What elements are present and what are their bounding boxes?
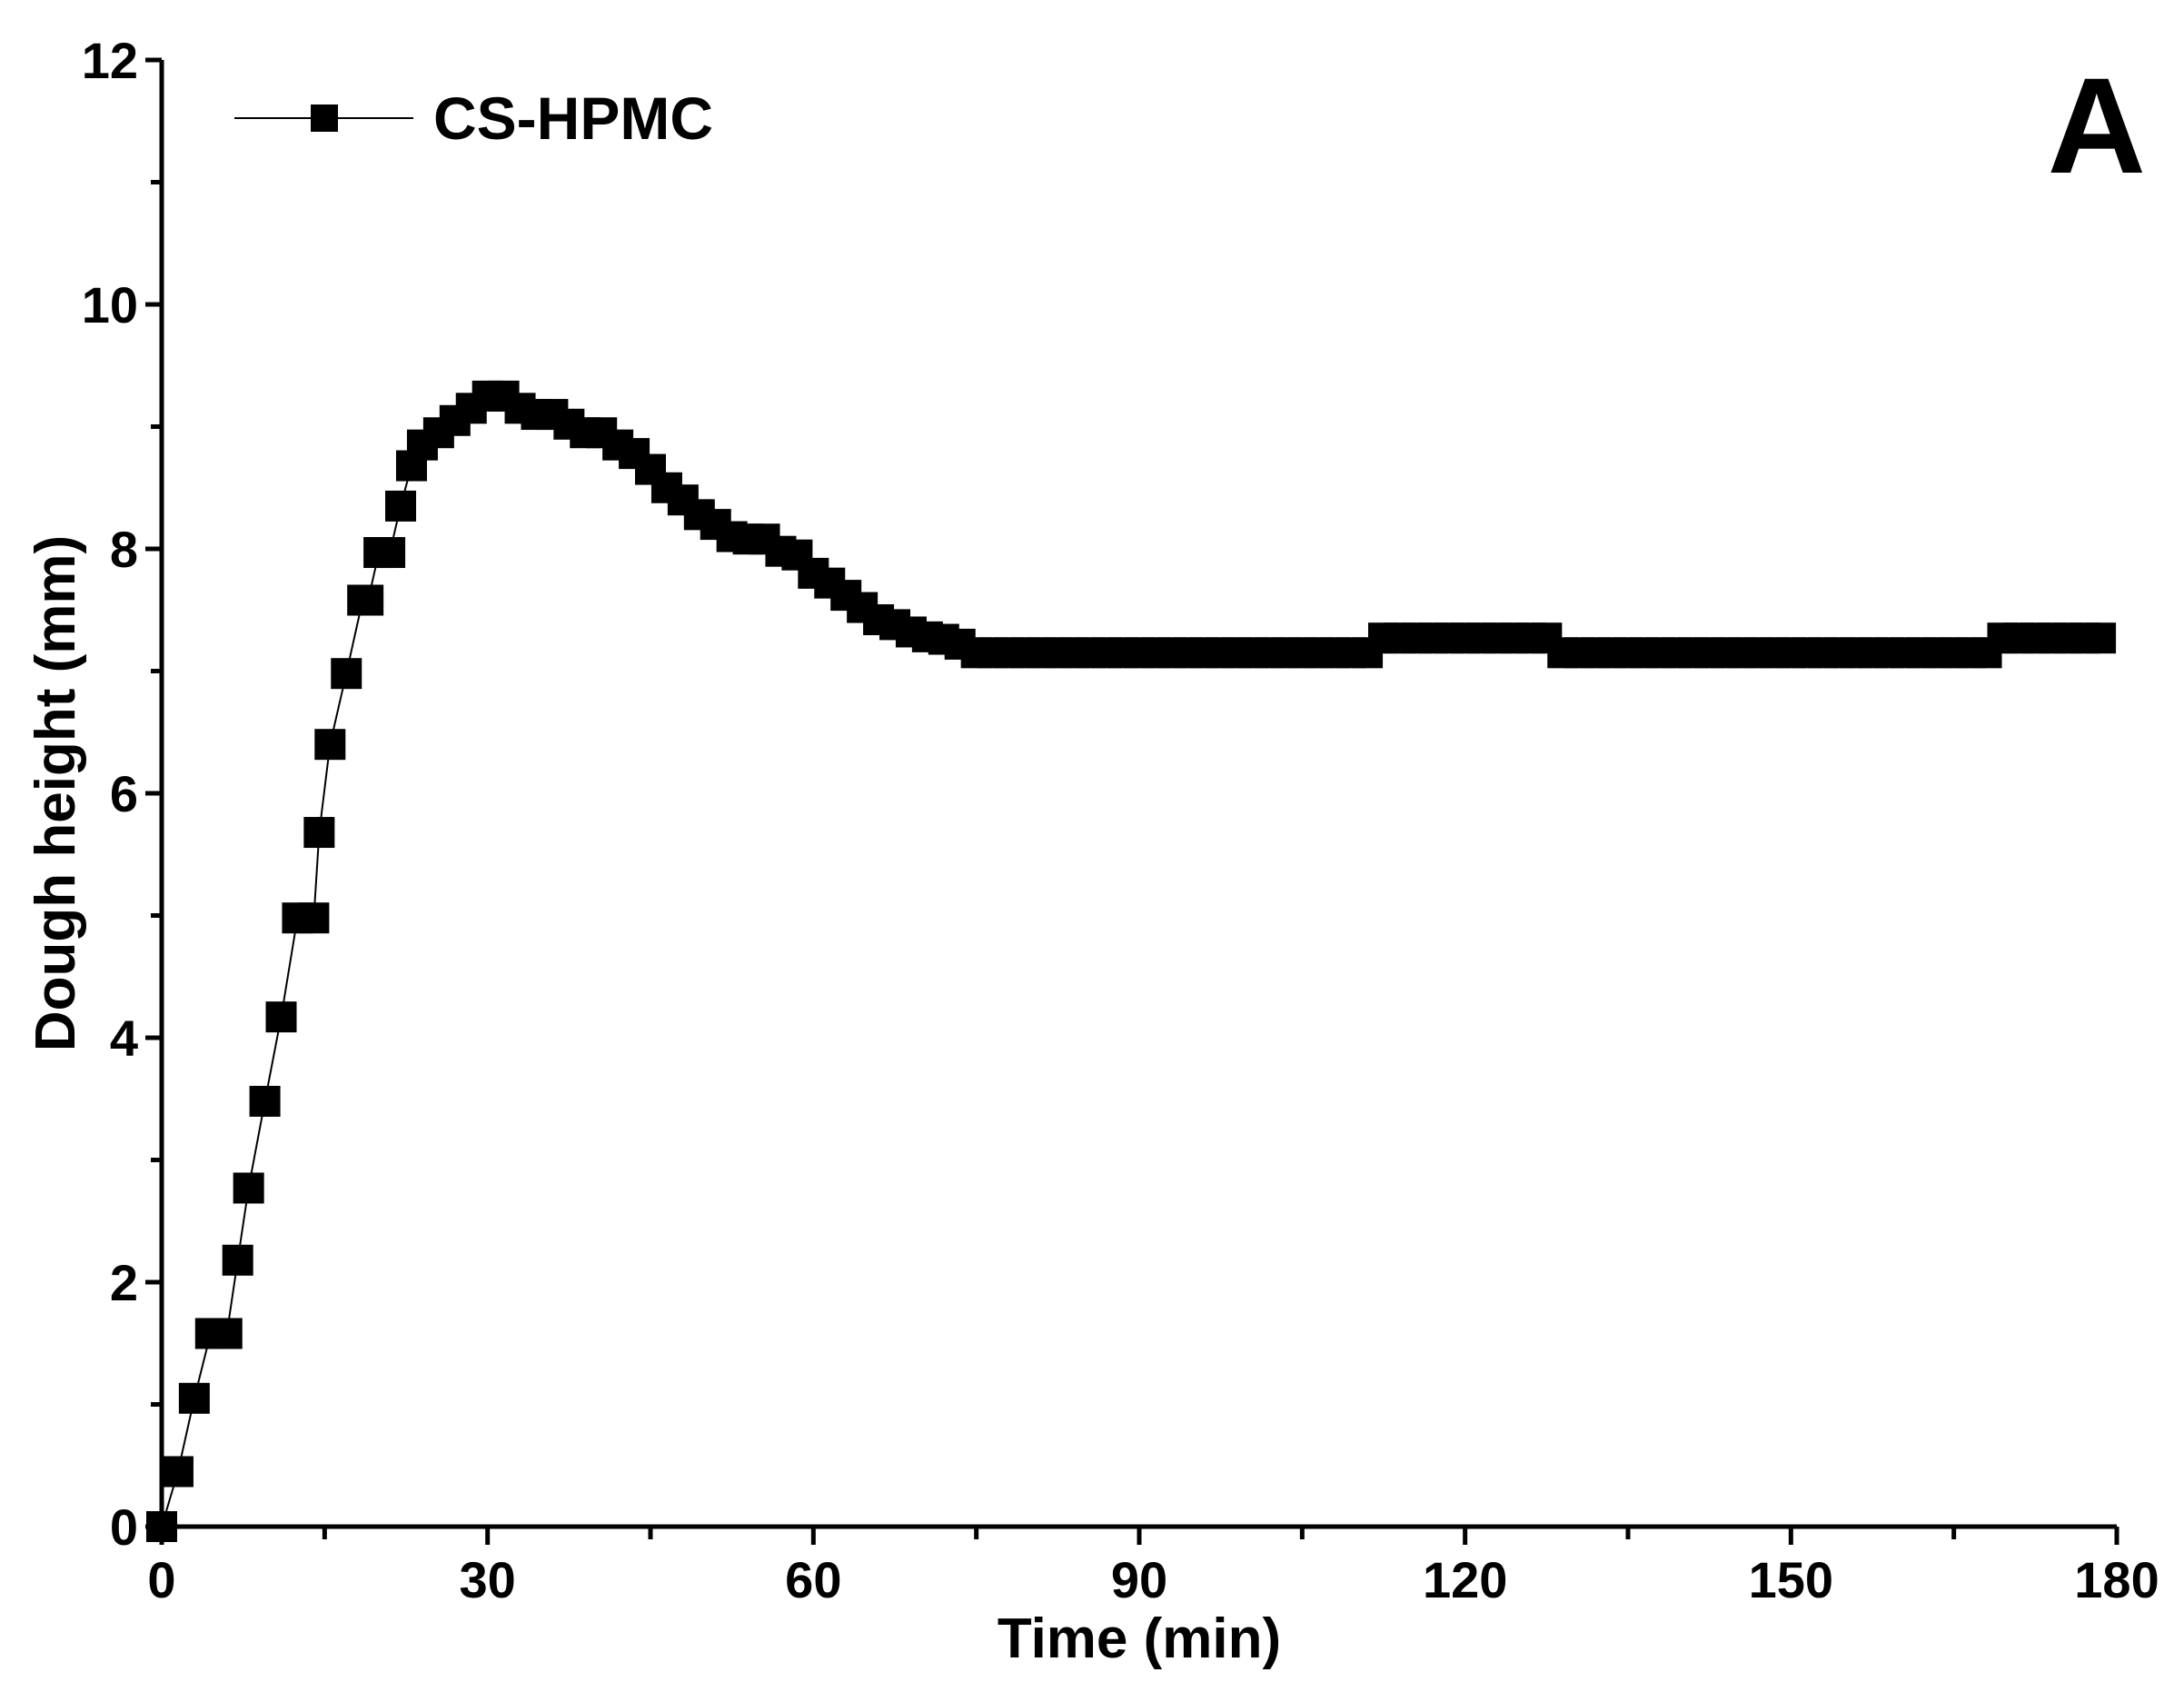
data-point-marker bbox=[2085, 622, 2117, 654]
data-point-marker bbox=[374, 537, 406, 569]
x-tick-label: 150 bbox=[1749, 1551, 1833, 1608]
legend-marker bbox=[311, 105, 338, 132]
x-tick-label: 30 bbox=[460, 1551, 516, 1608]
x-ticks: 0 30 60 90 120 150 180 bbox=[147, 1527, 2159, 1608]
data-point-marker bbox=[233, 1172, 264, 1204]
data-point-marker bbox=[265, 1001, 297, 1033]
series-line bbox=[161, 394, 2101, 1528]
x-tick-label: 120 bbox=[1423, 1551, 1507, 1608]
data-point-marker bbox=[298, 902, 330, 934]
data-point-marker bbox=[211, 1318, 243, 1349]
y-tick-label: 10 bbox=[82, 276, 138, 333]
y-tick-label: 8 bbox=[110, 521, 138, 578]
data-point-marker bbox=[222, 1244, 253, 1276]
data-point-marker bbox=[385, 490, 417, 522]
data-point-marker bbox=[314, 729, 346, 761]
y-ticks: 0 2 4 6 8 10 12 bbox=[82, 32, 162, 1556]
data-point-marker bbox=[249, 1085, 281, 1117]
data-point-marker bbox=[331, 658, 362, 690]
x-tick-label: 0 bbox=[147, 1551, 175, 1608]
y-tick-label: 2 bbox=[110, 1254, 138, 1311]
legend-label: CS-HPMC bbox=[433, 85, 713, 152]
legend: CS-HPMC bbox=[234, 85, 713, 152]
x-axis-title: Time (min) bbox=[998, 1607, 1281, 1670]
axes: 0 2 4 6 8 10 12 0 30 60 90 120 150 180 bbox=[82, 32, 2159, 1608]
data-point-marker bbox=[162, 1456, 194, 1488]
x-tick-label: 60 bbox=[785, 1551, 841, 1608]
y-tick-label: 6 bbox=[110, 765, 138, 822]
x-tick-label: 180 bbox=[2074, 1551, 2159, 1608]
y-tick-label: 4 bbox=[110, 1010, 138, 1067]
data-point-marker bbox=[178, 1382, 210, 1414]
data-point-marker bbox=[352, 584, 384, 616]
data-point-marker bbox=[146, 1511, 177, 1542]
data-point-marker bbox=[303, 817, 335, 849]
x-tick-label: 90 bbox=[1111, 1551, 1167, 1608]
panel-label: A bbox=[2048, 49, 2146, 202]
plot-series bbox=[146, 380, 2117, 1542]
y-axis-title: Dough height (mm) bbox=[25, 535, 87, 1051]
y-tick-label: 12 bbox=[82, 32, 138, 89]
y-tick-label: 0 bbox=[110, 1498, 138, 1556]
